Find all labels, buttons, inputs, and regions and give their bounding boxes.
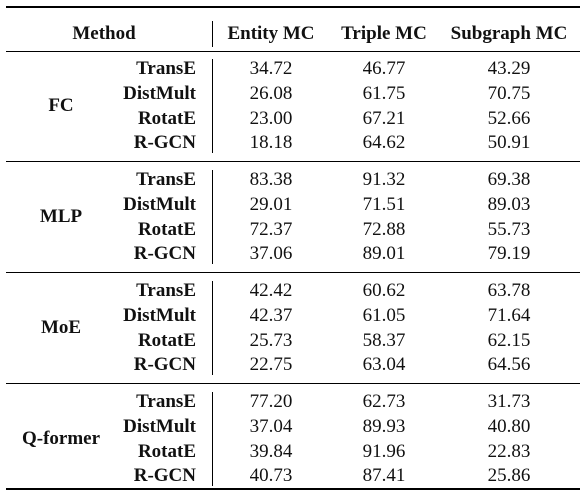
top-rule (6, 6, 580, 8)
triple-mc-value: 58.37 (362, 329, 406, 351)
header-separator (212, 21, 213, 47)
subgraph-mc-value: 70.75 (487, 82, 531, 104)
subgraph-mc-value: 89.03 (487, 193, 531, 215)
model-name: R-GCN (133, 465, 196, 487)
header-entity-mc: Entity MC (227, 23, 315, 44)
triple-mc-value: 67.21 (362, 107, 406, 129)
group-separator (212, 281, 213, 375)
entity-mc-value: 22.75 (249, 354, 293, 376)
entity-mc-value: 77.20 (249, 391, 293, 412)
header-triple-mc: Triple MC (341, 23, 427, 44)
header-rule (6, 51, 580, 52)
subgraph-mc-value: 40.80 (487, 415, 531, 437)
subgraph-mc-value: 64.56 (487, 354, 531, 376)
model-name: DistMult (123, 82, 196, 104)
model-name: R-GCN (133, 354, 196, 376)
model-name: R-GCN (133, 132, 196, 154)
subgraph-mc-value: 50.91 (487, 132, 531, 154)
subgraph-mc-value: 25.86 (487, 465, 531, 487)
entity-mc-value: 18.18 (249, 132, 293, 154)
triple-mc-value: 72.88 (362, 218, 406, 240)
subgraph-mc-value: 55.73 (487, 218, 531, 240)
subgraph-mc-value: 52.66 (487, 107, 531, 129)
group-separator (212, 392, 213, 486)
entity-mc-value: 42.42 (249, 280, 293, 301)
group-rule (6, 383, 580, 384)
entity-mc-value: 37.04 (249, 415, 293, 437)
triple-mc-value: 61.05 (362, 304, 406, 326)
entity-mc-value: 83.38 (249, 169, 293, 190)
group-separator (212, 170, 213, 264)
triple-mc-value: 91.32 (362, 169, 406, 190)
model-name: RotatE (137, 107, 196, 129)
entity-mc-value: 42.37 (249, 304, 293, 326)
model-name: R-GCN (133, 243, 196, 265)
model-name: RotatE (137, 329, 196, 351)
entity-mc-value: 25.73 (249, 329, 293, 351)
triple-mc-value: 64.62 (362, 132, 406, 154)
method-name: MoE (40, 317, 82, 338)
model-name: TransE (136, 280, 196, 301)
entity-mc-value: 29.01 (249, 193, 293, 215)
model-name: TransE (136, 58, 196, 79)
triple-mc-value: 71.51 (362, 193, 406, 215)
entity-mc-value: 72.37 (249, 218, 293, 240)
entity-mc-value: 40.73 (249, 465, 293, 487)
group-separator (212, 59, 213, 153)
triple-mc-value: 89.01 (362, 243, 406, 265)
model-name: TransE (136, 391, 196, 412)
triple-mc-value: 89.93 (362, 415, 406, 437)
entity-mc-value: 26.08 (249, 82, 293, 104)
method-name: FC (48, 95, 74, 116)
entity-mc-value: 23.00 (249, 107, 293, 129)
model-name: DistMult (123, 193, 196, 215)
triple-mc-value: 61.75 (362, 82, 406, 104)
triple-mc-value: 63.04 (362, 354, 406, 376)
triple-mc-value: 87.41 (362, 465, 406, 487)
group-rule (6, 161, 580, 162)
subgraph-mc-value: 22.83 (487, 440, 531, 462)
bottom-rule (6, 488, 580, 490)
method-name: MLP (39, 206, 83, 227)
subgraph-mc-value: 62.15 (487, 329, 531, 351)
subgraph-mc-value: 71.64 (487, 304, 531, 326)
header-subgraph-mc: Subgraph MC (450, 23, 568, 44)
subgraph-mc-value: 79.19 (487, 243, 531, 265)
model-name: RotatE (137, 218, 196, 240)
subgraph-mc-value: 63.78 (487, 280, 531, 301)
model-name: TransE (136, 169, 196, 190)
triple-mc-value: 46.77 (362, 58, 406, 79)
method-name: Q-former (21, 428, 101, 449)
subgraph-mc-value: 31.73 (487, 391, 531, 412)
triple-mc-value: 62.73 (362, 391, 406, 412)
triple-mc-value: 60.62 (362, 280, 406, 301)
model-name: RotatE (137, 440, 196, 462)
subgraph-mc-value: 69.38 (487, 169, 531, 190)
model-name: DistMult (123, 415, 196, 437)
entity-mc-value: 37.06 (249, 243, 293, 265)
subgraph-mc-value: 43.29 (487, 58, 531, 79)
model-name: DistMult (123, 304, 196, 326)
entity-mc-value: 39.84 (249, 440, 293, 462)
entity-mc-value: 34.72 (249, 58, 293, 79)
header-method: Method (72, 23, 136, 44)
triple-mc-value: 91.96 (362, 440, 406, 462)
group-rule (6, 272, 580, 273)
